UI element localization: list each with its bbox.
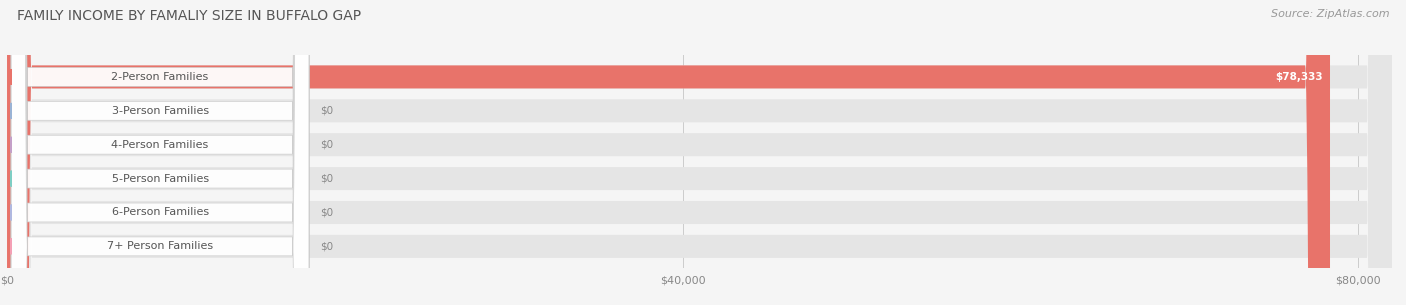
Text: 6-Person Families: 6-Person Families xyxy=(111,207,208,217)
Text: FAMILY INCOME BY FAMALIY SIZE IN BUFFALO GAP: FAMILY INCOME BY FAMALIY SIZE IN BUFFALO… xyxy=(17,9,361,23)
FancyBboxPatch shape xyxy=(7,0,1330,305)
FancyBboxPatch shape xyxy=(7,0,1392,305)
Text: $0: $0 xyxy=(321,140,333,150)
FancyBboxPatch shape xyxy=(7,0,1392,305)
FancyBboxPatch shape xyxy=(7,0,1392,305)
Text: $0: $0 xyxy=(321,241,333,251)
Text: 4-Person Families: 4-Person Families xyxy=(111,140,208,150)
Text: 2-Person Families: 2-Person Families xyxy=(111,72,208,82)
Text: $0: $0 xyxy=(321,207,333,217)
Text: Source: ZipAtlas.com: Source: ZipAtlas.com xyxy=(1271,9,1389,19)
Text: $0: $0 xyxy=(321,174,333,184)
FancyBboxPatch shape xyxy=(11,0,309,305)
Text: $78,333: $78,333 xyxy=(1275,72,1323,82)
FancyBboxPatch shape xyxy=(11,0,309,305)
Text: 3-Person Families: 3-Person Families xyxy=(111,106,208,116)
FancyBboxPatch shape xyxy=(11,0,309,305)
Text: $0: $0 xyxy=(321,106,333,116)
Text: 5-Person Families: 5-Person Families xyxy=(111,174,208,184)
FancyBboxPatch shape xyxy=(11,0,309,305)
FancyBboxPatch shape xyxy=(7,0,1392,305)
Text: 7+ Person Families: 7+ Person Families xyxy=(107,241,214,251)
FancyBboxPatch shape xyxy=(7,0,1392,305)
FancyBboxPatch shape xyxy=(11,0,309,305)
FancyBboxPatch shape xyxy=(11,0,309,305)
FancyBboxPatch shape xyxy=(7,0,1392,305)
